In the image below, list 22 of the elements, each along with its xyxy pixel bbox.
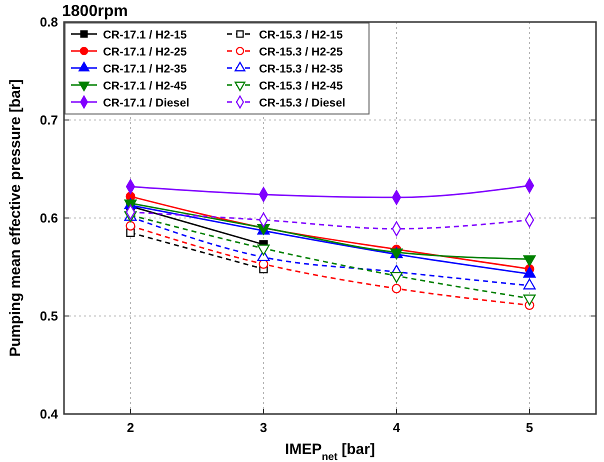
legend-label: CR-15.3 / Diesel	[259, 98, 346, 110]
y-tick-label: 0.6	[40, 210, 58, 226]
legend-label: CR-17.1 / Diesel	[103, 98, 190, 110]
y-tick-label: 0.5	[40, 308, 58, 324]
legend-label: CR-15.3 / H2-35	[259, 64, 344, 76]
legend-label: CR-15.3 / H2-45	[259, 80, 344, 92]
legend-label: CR-17.1 / H2-45	[103, 80, 188, 92]
x-tick-label: 3	[260, 420, 268, 435]
x-tick-label: 5	[526, 420, 534, 435]
x-tick-label: 4	[392, 420, 401, 435]
legend-label: CR-17.1 / H2-35	[103, 64, 188, 76]
x-axis-title: IMEP$_{net}$ [bar]	[285, 441, 375, 462]
y-tick-label: 0.4	[40, 406, 59, 422]
y-tick-label: 0.7	[40, 112, 58, 128]
chart-title: 1800rpm	[62, 3, 128, 20]
legend-label: CR-15.3 / H2-15	[259, 30, 344, 42]
legend-label: CR-17.1 / H2-15	[103, 30, 188, 42]
y-axis-title: Pumping mean effective pressure [bar]	[7, 79, 24, 357]
legend-label: CR-15.3 / H2-25	[259, 46, 344, 58]
y-tick-label: 0.8	[40, 14, 58, 30]
x-tick-label: 2	[126, 420, 134, 435]
legend-label: CR-17.1 / H2-25	[103, 46, 188, 58]
